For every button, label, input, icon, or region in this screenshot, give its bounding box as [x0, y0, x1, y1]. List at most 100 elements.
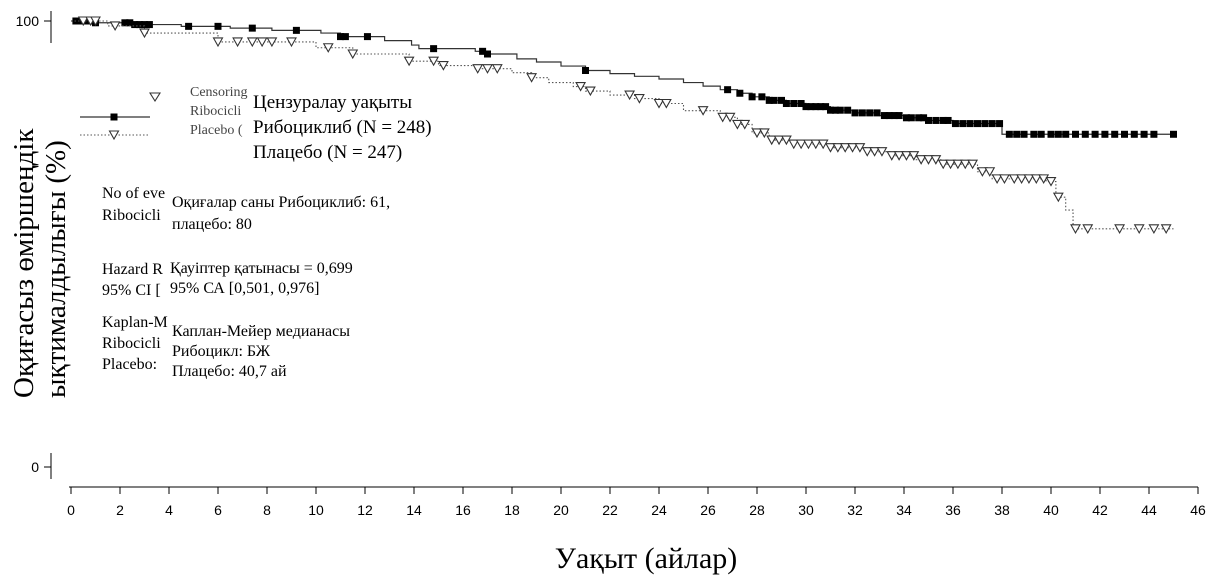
- censor-mark-ribociclib-70: [1054, 130, 1062, 138]
- axes: 0 2 4 6 8 10 12 14 16 18 20 22 24 26 28 30 32 34 36 38 40 42 4…: [16, 11, 1206, 518]
- censor-mark-ribociclib-30: [790, 100, 798, 108]
- censor-mark-placebo-72: [1070, 224, 1081, 234]
- censor-mark-ribociclib-64: [1005, 130, 1013, 138]
- censor-mark-ribociclib-38: [831, 106, 839, 114]
- censor-mark-placebo-32: [758, 128, 770, 139]
- censor-mark-ribociclib-53: [925, 116, 932, 124]
- censor-mark-placebo-37: [795, 139, 807, 150]
- censor-mark-placebo-63: [991, 174, 1003, 185]
- censor-mark-ribociclib-62: [988, 120, 996, 128]
- censor-mark-ribociclib-43: [866, 109, 874, 117]
- censor-mark-ribociclib-72: [1072, 130, 1079, 138]
- censor-mark-placebo-48: [876, 147, 888, 157]
- censor-mark-ribociclib-28: [778, 96, 785, 104]
- x-tick-label-34: 34: [896, 502, 912, 518]
- censor-mark-placebo-20: [575, 82, 587, 92]
- censor-mark-ribociclib-29: [782, 100, 790, 108]
- censor-mark-ribociclib-32: [802, 103, 810, 111]
- x-tick-label-44: 44: [1141, 502, 1157, 518]
- censor-mark-placebo-58: [952, 159, 964, 170]
- censor-mark-ribociclib-50: [907, 114, 915, 122]
- x-tick-label-8: 8: [263, 502, 271, 518]
- x-tick-label-16: 16: [455, 502, 471, 518]
- censor-mark-placebo-65: [1008, 174, 1020, 185]
- censor-mark-placebo-61: [976, 167, 988, 177]
- censor-mark-placebo-69: [1038, 174, 1050, 185]
- censor-mark-placebo-71: [1052, 192, 1064, 203]
- legend-marker-ribociclib: [110, 113, 118, 121]
- censor-mark-ribociclib-66: [1020, 130, 1028, 138]
- censor-mark-placebo-11: [322, 43, 334, 53]
- censor-mark-placebo-34: [773, 135, 785, 146]
- x-tick-label-20: 20: [553, 502, 569, 518]
- censor-mark-placebo-2: [90, 16, 101, 27]
- legend-old-label-placebo: Placebo (: [190, 123, 243, 138]
- censor-mark-ribociclib-27: [770, 96, 778, 104]
- events-old-line-2: Ribocicli: [102, 207, 161, 224]
- x-axis-title: Уақыт (айлар): [554, 542, 738, 575]
- censor-mark-ribociclib-56: [944, 116, 952, 124]
- censor-mark-ribociclib-7: [131, 21, 139, 29]
- censor-mark-ribociclib-59: [966, 120, 974, 128]
- censor-mark-placebo-29: [731, 119, 743, 130]
- x-tick-label-32: 32: [847, 502, 863, 518]
- censor-mark-placebo-21: [584, 86, 596, 97]
- censor-mark-placebo-28: [724, 112, 736, 123]
- censor-mark-placebo-41: [825, 143, 836, 153]
- median-line-2: Рибоцикл: БЖ: [172, 342, 271, 362]
- censor-mark-placebo-59: [959, 159, 971, 170]
- censor-mark-placebo-74: [1114, 224, 1126, 234]
- censor-mark-placebo-10: [286, 37, 297, 48]
- hazard-line-1: Қауіптер қатынасы = 0,699: [170, 259, 353, 279]
- censor-mark-ribociclib-67: [1030, 130, 1038, 138]
- censor-mark-ribociclib-33: [807, 103, 815, 111]
- median-old-line-3: Placebo:: [102, 356, 158, 373]
- censor-mark-ribociclib-8: [136, 21, 144, 29]
- censor-mark-placebo-31: [751, 128, 763, 139]
- median-old-line-2: Ribocicli: [102, 335, 161, 352]
- censor-mark-ribociclib-41: [851, 109, 859, 117]
- censor-mark-ribociclib-9: [141, 21, 148, 29]
- censor-mark-placebo-56: [937, 159, 949, 170]
- censor-mark-ribociclib-21: [582, 67, 589, 75]
- censor-mark-placebo-53: [915, 155, 927, 165]
- x-tick-label-40: 40: [1043, 502, 1059, 518]
- censor-mark-placebo-51: [901, 151, 912, 161]
- censor-mark-ribociclib-77: [1121, 130, 1128, 138]
- y-axis-title-line-2: ықтималдылығы (%): [40, 140, 72, 398]
- censor-mark-ribociclib-73: [1081, 130, 1089, 138]
- censor-mark-ribociclib-54: [932, 116, 940, 124]
- censor-mark-placebo-30: [739, 119, 751, 130]
- censor-mark-ribociclib-80: [1150, 130, 1158, 138]
- x-tick-label-24: 24: [651, 502, 667, 518]
- events-line-1: Оқиғалар саны Рибоциклиб: 61,: [172, 193, 391, 213]
- x-tick-label-18: 18: [504, 502, 520, 518]
- censor-mark-ribociclib-47: [890, 112, 898, 120]
- median-old-line-1: Kaplan-M: [102, 314, 168, 331]
- x-tick-label-6: 6: [214, 502, 222, 518]
- censor-mark-placebo-62: [984, 167, 996, 177]
- km-line-placebo: [71, 20, 1174, 230]
- censor-mark-placebo-25: [660, 98, 672, 109]
- censor-mark-placebo-23: [633, 94, 645, 104]
- censor-mark-ribociclib-51: [915, 114, 923, 122]
- censor-mark-ribociclib-65: [1013, 130, 1021, 138]
- censor-mark-placebo-66: [1016, 174, 1028, 185]
- censor-mark-ribociclib-76: [1111, 130, 1119, 138]
- legend-old-label-censoring: Censoring: [190, 85, 248, 100]
- censor-mark-ribociclib-49: [902, 114, 910, 122]
- censor-mark-ribociclib-35: [817, 103, 825, 111]
- censor-mark-ribociclib-16: [341, 33, 349, 41]
- censor-mark-placebo-70: [1045, 177, 1057, 187]
- censor-mark-placebo-73: [1082, 224, 1094, 234]
- censor-mark-placebo-9: [266, 37, 278, 48]
- censor-mark-ribociclib-37: [827, 106, 834, 114]
- x-tick-label-38: 38: [994, 502, 1010, 518]
- censor-mark-ribociclib-14: [292, 26, 300, 34]
- censor-mark-ribociclib-6: [126, 19, 134, 27]
- censor-mark-ribociclib-34: [812, 103, 820, 111]
- censor-mark-ribociclib-71: [1062, 130, 1070, 138]
- censor-mark-ribociclib-60: [974, 120, 981, 128]
- censor-mark-ribociclib-58: [959, 120, 967, 128]
